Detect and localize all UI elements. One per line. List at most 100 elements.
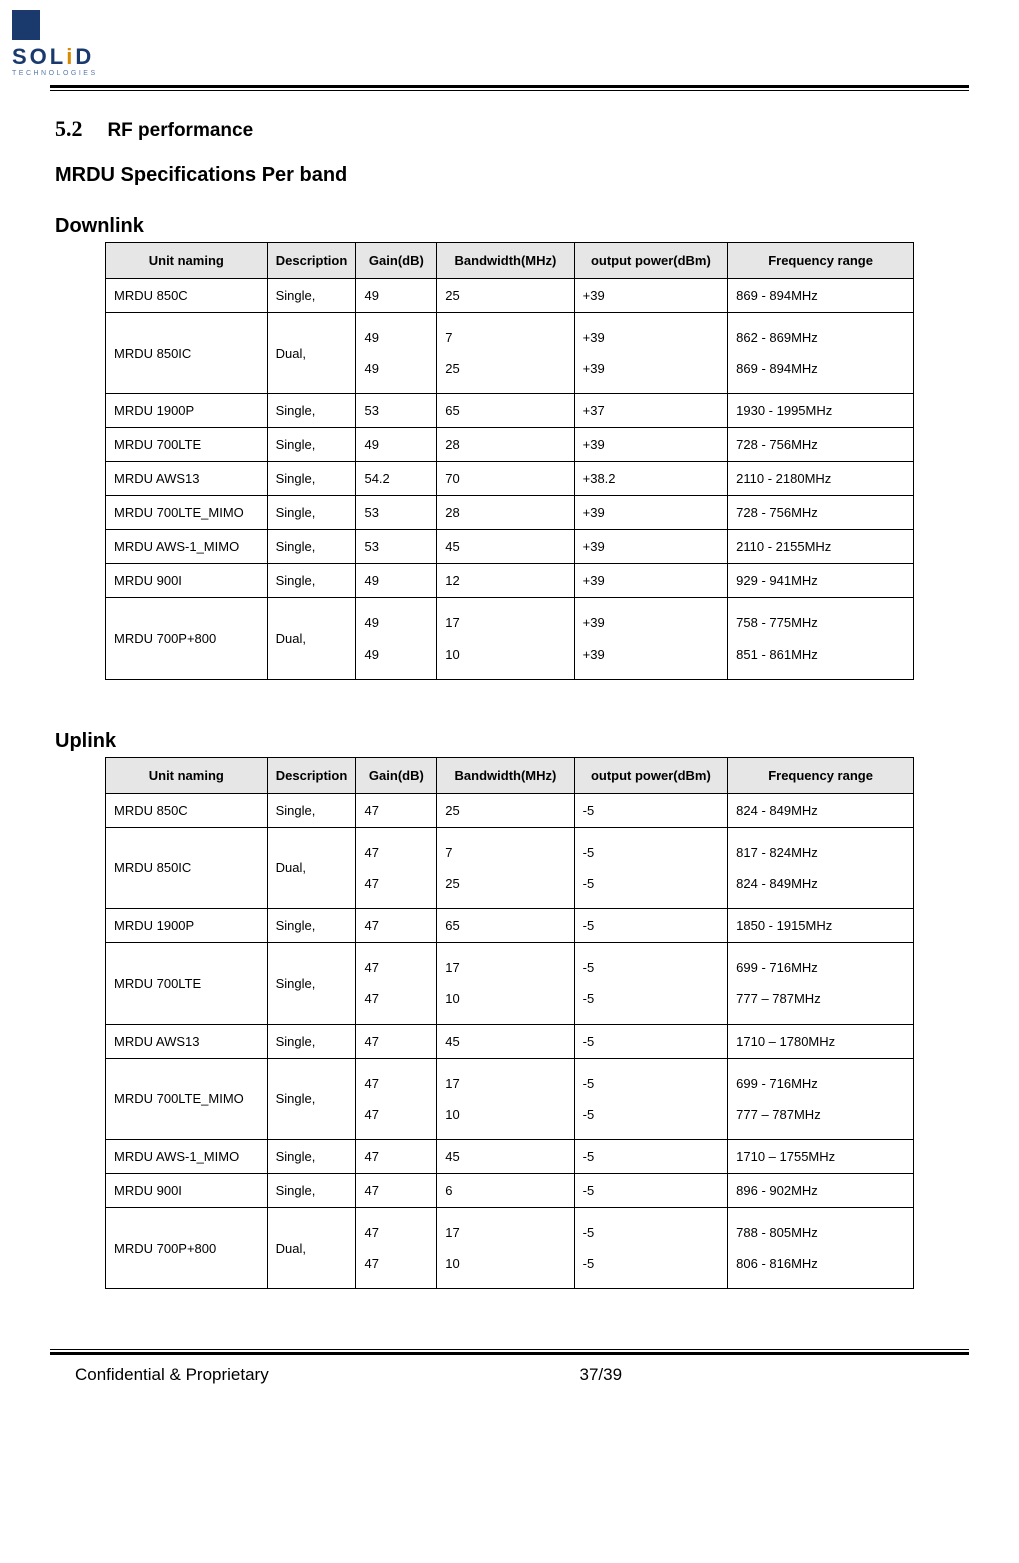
col-unit: Unit naming xyxy=(106,757,268,793)
cell-unit: MRDU AWS13 xyxy=(106,462,268,496)
cell-desc: Dual, xyxy=(267,313,356,394)
cell-freq: 869 - 894MHz xyxy=(728,279,914,313)
cell-unit: MRDU 900I xyxy=(106,564,268,598)
downlink-heading: Downlink xyxy=(55,215,964,238)
cell-freq: 862 - 869MHz869 - 894MHz xyxy=(728,313,914,394)
col-desc: Description xyxy=(267,243,356,279)
cell-freq: 2110 - 2180MHz xyxy=(728,462,914,496)
cell-out: +39 xyxy=(574,428,728,462)
header: SOLiD TECHNOLOGIES xyxy=(0,0,1019,85)
cell-bw: 725 xyxy=(437,313,574,394)
downlink-table-wrap: Unit naming Description Gain(dB) Bandwid… xyxy=(105,242,914,680)
col-bw: Bandwidth(MHz) xyxy=(437,757,574,793)
cell-freq: 728 - 756MHz xyxy=(728,428,914,462)
cell-bw: 1710 xyxy=(437,598,574,679)
table-row: MRDU 700LTE_MIMOSingle,5328+39728 - 756M… xyxy=(106,496,914,530)
cell-desc: Single, xyxy=(267,943,356,1024)
cell-unit: MRDU 1900P xyxy=(106,394,268,428)
cell-freq: 1850 - 1915MHz xyxy=(728,909,914,943)
cell-out: +39 xyxy=(574,530,728,564)
cell-freq: 699 - 716MHz777 – 787MHz xyxy=(728,1058,914,1139)
cell-freq: 824 - 849MHz xyxy=(728,793,914,827)
logo-square-icon xyxy=(12,10,40,40)
cell-freq: 817 - 824MHz824 - 849MHz xyxy=(728,827,914,908)
table-row: MRDU 700P+800Dual,47471710-5-5788 - 805M… xyxy=(106,1207,914,1288)
cell-bw: 6 xyxy=(437,1173,574,1207)
cell-unit: MRDU 1900P xyxy=(106,909,268,943)
cell-freq: 1930 - 1995MHz xyxy=(728,394,914,428)
cell-out: +37 xyxy=(574,394,728,428)
cell-unit: MRDU 900I xyxy=(106,1173,268,1207)
cell-unit: MRDU 700P+800 xyxy=(106,1207,268,1288)
cell-gain: 53 xyxy=(356,530,437,564)
col-bw: Bandwidth(MHz) xyxy=(437,243,574,279)
cell-bw: 45 xyxy=(437,1139,574,1173)
cell-bw: 28 xyxy=(437,428,574,462)
cell-desc: Single, xyxy=(267,1024,356,1058)
uplink-table: Unit naming Description Gain(dB) Bandwid… xyxy=(105,757,914,1290)
table-row: MRDU AWS-1_MIMOSingle,4745-51710 – 1755M… xyxy=(106,1139,914,1173)
footer: Confidential & Proprietary 37/39 xyxy=(0,1349,1019,1385)
cell-freq: 1710 – 1780MHz xyxy=(728,1024,914,1058)
col-freq: Frequency range xyxy=(728,243,914,279)
cell-desc: Single, xyxy=(267,1173,356,1207)
cell-freq: 788 - 805MHz806 - 816MHz xyxy=(728,1207,914,1288)
col-freq: Frequency range xyxy=(728,757,914,793)
spec-subtitle: MRDU Specifications Per band xyxy=(55,164,964,187)
logo-text: SOLiD xyxy=(12,46,92,68)
cell-gain: 4747 xyxy=(356,1058,437,1139)
cell-bw: 45 xyxy=(437,530,574,564)
cell-unit: MRDU 700LTE_MIMO xyxy=(106,1058,268,1139)
table-row: MRDU 700LTESingle,4928+39728 - 756MHz xyxy=(106,428,914,462)
cell-freq: 929 - 941MHz xyxy=(728,564,914,598)
cell-desc: Single, xyxy=(267,279,356,313)
cell-out: -5-5 xyxy=(574,943,728,1024)
cell-unit: MRDU AWS-1_MIMO xyxy=(106,1139,268,1173)
cell-freq: 1710 – 1755MHz xyxy=(728,1139,914,1173)
cell-out: +39 xyxy=(574,496,728,530)
cell-gain: 53 xyxy=(356,496,437,530)
cell-bw: 725 xyxy=(437,827,574,908)
table-row: MRDU 850CSingle,4925+39869 - 894MHz xyxy=(106,279,914,313)
cell-gain: 4747 xyxy=(356,943,437,1024)
cell-gain: 4747 xyxy=(356,827,437,908)
cell-out: -5-5 xyxy=(574,827,728,908)
cell-unit: MRDU 850C xyxy=(106,793,268,827)
table-row: MRDU 850ICDual,4949725+39+39862 - 869MHz… xyxy=(106,313,914,394)
section-heading: 5.2 RF performance xyxy=(55,116,964,142)
cell-freq: 2110 - 2155MHz xyxy=(728,530,914,564)
cell-unit: MRDU 700LTE xyxy=(106,428,268,462)
cell-desc: Single, xyxy=(267,530,356,564)
cell-gain: 4747 xyxy=(356,1207,437,1288)
cell-bw: 12 xyxy=(437,564,574,598)
col-out: output power(dBm) xyxy=(574,243,728,279)
cell-bw: 45 xyxy=(437,1024,574,1058)
cell-desc: Dual, xyxy=(267,1207,356,1288)
cell-freq: 699 - 716MHz777 – 787MHz xyxy=(728,943,914,1024)
cell-bw: 65 xyxy=(437,394,574,428)
table-header-row: Unit naming Description Gain(dB) Bandwid… xyxy=(106,757,914,793)
cell-out: +39 xyxy=(574,279,728,313)
cell-bw: 25 xyxy=(437,279,574,313)
cell-desc: Dual, xyxy=(267,827,356,908)
cell-out: -5-5 xyxy=(574,1058,728,1139)
cell-unit: MRDU AWS-1_MIMO xyxy=(106,530,268,564)
cell-freq: 896 - 902MHz xyxy=(728,1173,914,1207)
col-unit: Unit naming xyxy=(106,243,268,279)
cell-desc: Single, xyxy=(267,909,356,943)
cell-unit: MRDU 850IC xyxy=(106,313,268,394)
cell-unit: MRDU AWS13 xyxy=(106,1024,268,1058)
cell-unit: MRDU 850C xyxy=(106,279,268,313)
cell-gain: 54.2 xyxy=(356,462,437,496)
logo: SOLiD TECHNOLOGIES xyxy=(0,0,100,85)
cell-gain: 49 xyxy=(356,279,437,313)
cell-gain: 4949 xyxy=(356,598,437,679)
cell-out: -5 xyxy=(574,1173,728,1207)
cell-out: -5-5 xyxy=(574,1207,728,1288)
cell-desc: Single, xyxy=(267,1058,356,1139)
cell-gain: 47 xyxy=(356,1173,437,1207)
cell-bw: 1710 xyxy=(437,943,574,1024)
cell-gain: 47 xyxy=(356,793,437,827)
cell-gain: 47 xyxy=(356,909,437,943)
cell-out: -5 xyxy=(574,1024,728,1058)
